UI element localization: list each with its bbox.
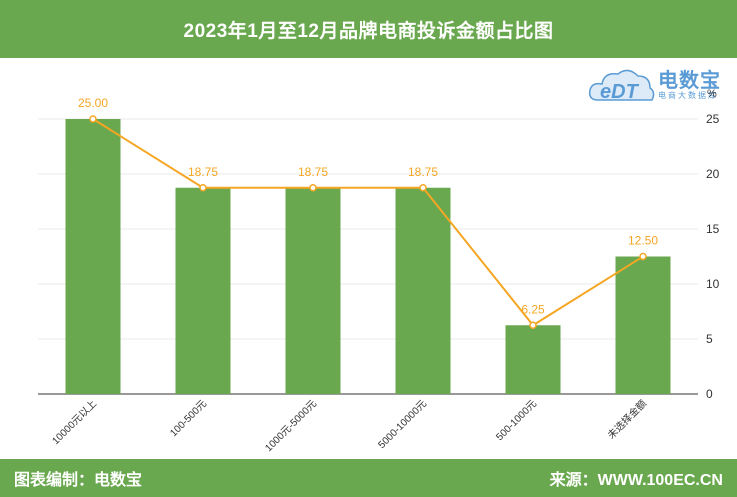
line-point bbox=[199, 184, 207, 192]
y-tick-label: 5 bbox=[706, 332, 713, 346]
line-point bbox=[89, 115, 97, 123]
line-point bbox=[639, 252, 647, 261]
x-tick-label: 10000元以上 bbox=[50, 398, 99, 447]
bar bbox=[285, 187, 341, 394]
logo-brand-text: 电数宝 bbox=[658, 70, 721, 92]
footer-bar: 图表编制：电数宝 来源：WWW.100EC.CN bbox=[0, 459, 737, 497]
bar-line-chart: 0 5 10 15 20 25 10000元以上 100-500元 1000元-5000元 500… bbox=[38, 96, 720, 454]
cloud-logo-icon: eDT bbox=[588, 69, 655, 103]
y-tick-label: 25 bbox=[706, 112, 720, 126]
data-label: 18.75 bbox=[188, 165, 218, 179]
data-label: 18.75 bbox=[298, 165, 328, 179]
x-tick-label: 500-1000元 bbox=[494, 398, 539, 443]
data-label: 6.25 bbox=[521, 302, 545, 316]
logo-subtitle: 电商大数据库 bbox=[658, 91, 718, 100]
trend-line bbox=[92, 118, 644, 327]
logo-mark: eDT bbox=[600, 81, 640, 103]
chart-title: 2023年1月至12月品牌电商投诉金额占比图 bbox=[183, 20, 554, 42]
line-point bbox=[309, 184, 317, 192]
y-tick-label: 0 bbox=[706, 387, 713, 401]
chart-title-bar: 2023年1月至12月品牌电商投诉金额占比图 bbox=[0, 0, 737, 58]
x-tick-label: 1000元-5000元 bbox=[263, 398, 319, 454]
brand-logo: eDT 电数宝 电商大数据库 bbox=[588, 62, 728, 106]
footer-source: 来源：WWW.100EC.CN bbox=[549, 472, 723, 489]
data-label: 12.50 bbox=[628, 234, 658, 248]
line-point bbox=[419, 184, 427, 192]
y-axis-unit: % bbox=[707, 88, 717, 100]
y-tick-label: 20 bbox=[706, 167, 720, 181]
x-tick-label: 未选择金额 bbox=[605, 397, 650, 442]
data-label: 25.00 bbox=[78, 96, 108, 110]
bar bbox=[505, 325, 561, 394]
x-tick-label: 100-500元 bbox=[168, 398, 209, 439]
bar bbox=[175, 187, 231, 394]
bar bbox=[615, 256, 671, 394]
bar bbox=[65, 119, 121, 394]
x-tick-label: 5000-10000元 bbox=[377, 398, 430, 451]
y-tick-label: 10 bbox=[706, 277, 720, 291]
y-tick-label: 15 bbox=[706, 222, 720, 236]
footer-compiler: 图表编制：电数宝 bbox=[14, 472, 143, 489]
data-label: 18.75 bbox=[408, 165, 438, 179]
line-point bbox=[529, 321, 537, 329]
bar bbox=[395, 187, 451, 394]
